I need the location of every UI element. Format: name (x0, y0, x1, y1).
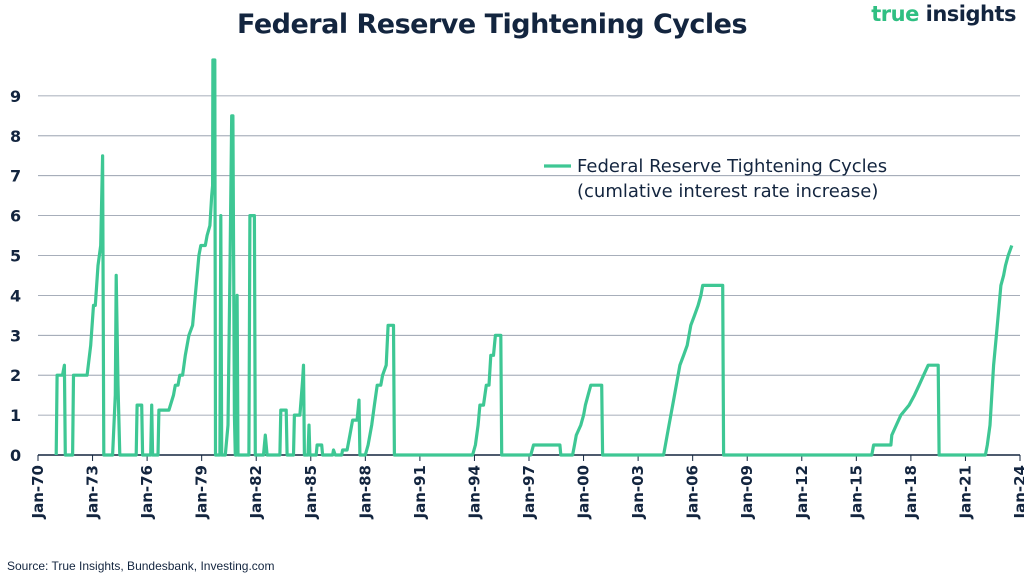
legend-label-line-2: (cumlative interest rate increase) (577, 181, 878, 202)
source-note: Source: True Insights, Bundesbank, Inves… (7, 559, 275, 573)
y-tick-label: 3 (10, 326, 21, 345)
y-tick-label: 8 (10, 127, 21, 146)
chart-title: Federal Reserve Tightening Cycles (236, 9, 748, 40)
x-tick-label: Jan-88 (356, 465, 374, 519)
x-tick-label: Jan-00 (575, 465, 593, 519)
y-tick-label: 9 (10, 87, 21, 106)
x-tick-label: Jan-06 (684, 465, 702, 519)
y-tick-label: 6 (10, 207, 21, 226)
legend: Federal Reserve Tightening Cycles (cumla… (544, 156, 887, 202)
x-tick-label: Jan-09 (738, 465, 756, 519)
x-tick-label: Jan-15 (847, 465, 865, 519)
y-tick-label: 7 (10, 167, 21, 186)
x-tick-label: Jan-94 (465, 465, 483, 519)
brand-logo-word-1: true (871, 2, 919, 26)
legend-label-line-1: Federal Reserve Tightening Cycles (577, 156, 887, 177)
x-tick-label: Jan-79 (193, 465, 211, 519)
y-tick-label: 1 (10, 406, 21, 425)
y-tick-label: 0 (10, 446, 21, 465)
x-tick-label: Jan-82 (247, 465, 265, 519)
series-line-tightening-cycles (54, 58, 1014, 457)
x-tick-label: Jan-73 (84, 465, 102, 519)
y-tick-label: 2 (10, 366, 21, 385)
x-tick-label: Jan-03 (629, 465, 647, 519)
x-tick-label: Jan-91 (411, 465, 429, 519)
x-axis-ticks: Jan-70 Jan-73 Jan-76 Jan-79 Jan-82 Jan-85 Jan-… (29, 455, 1024, 519)
gridlines (38, 95, 1020, 416)
y-axis-ticks: 0 1 2 3 4 5 6 7 8 9 (10, 87, 21, 465)
brand-logo-word-2: insights (925, 2, 1017, 26)
y-tick-label: 4 (10, 286, 21, 305)
x-tick-label: Jan-76 (138, 465, 156, 519)
x-tick-label: Jan-24 (1011, 465, 1024, 519)
x-tick-label: Jan-97 (520, 465, 538, 519)
x-tick-label: Jan-70 (29, 465, 47, 519)
brand-logo: true insights (871, 2, 1016, 26)
x-tick-label: Jan-12 (793, 465, 811, 519)
x-tick-label: Jan-21 (956, 465, 974, 519)
x-tick-label: Jan-85 (302, 465, 320, 519)
x-tick-label: Jan-18 (902, 465, 920, 519)
y-tick-label: 5 (10, 247, 21, 266)
